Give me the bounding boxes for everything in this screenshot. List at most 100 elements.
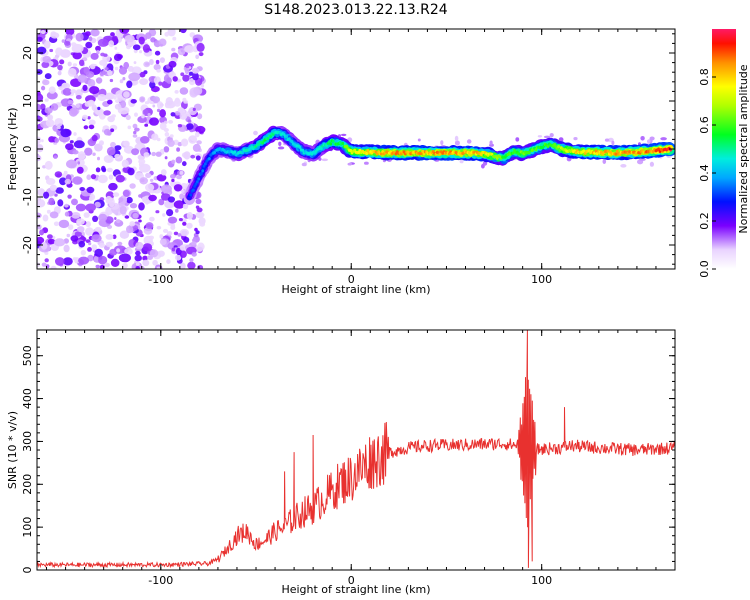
noise-blob xyxy=(179,246,185,251)
noise-blob xyxy=(49,48,54,53)
noise-blob xyxy=(79,187,85,191)
noise-blob xyxy=(177,48,186,56)
noise-blob xyxy=(82,84,88,92)
noise-blob xyxy=(100,52,105,57)
noise-blob xyxy=(171,247,176,252)
noise-blob xyxy=(179,170,184,175)
noise-blob xyxy=(57,64,63,71)
noise-blob xyxy=(50,103,59,111)
noise-blob xyxy=(126,196,133,204)
noise-blob xyxy=(178,218,183,222)
noise-blob xyxy=(83,125,89,130)
noise-blob xyxy=(159,238,167,246)
noise-blob xyxy=(63,244,70,253)
noise-blob xyxy=(67,61,72,67)
noise-blob xyxy=(167,139,175,147)
noise-blob xyxy=(139,96,146,103)
faint-blob xyxy=(253,130,258,136)
ridge-mark xyxy=(208,157,211,161)
ridge-mark xyxy=(204,162,207,166)
noise-blob xyxy=(149,117,159,126)
noise-blob xyxy=(72,51,82,60)
noise-blob xyxy=(48,197,55,206)
noise-blob xyxy=(145,32,152,39)
noise-blob xyxy=(139,177,148,185)
noise-blob xyxy=(110,128,115,133)
noise-blob xyxy=(183,151,191,160)
noise-blob xyxy=(67,100,74,105)
noise-blob xyxy=(130,99,137,104)
noise-blob xyxy=(85,221,91,228)
noise-blob xyxy=(126,225,134,234)
noise-blob xyxy=(186,123,194,130)
ridge-mark xyxy=(511,151,515,155)
noise-blob xyxy=(189,258,194,263)
noise-blob xyxy=(167,29,176,37)
noise-blob xyxy=(64,178,72,185)
noise-blob xyxy=(123,140,130,147)
faint-blob xyxy=(347,162,353,166)
noise-blob xyxy=(74,231,82,237)
noise-blob xyxy=(110,258,120,267)
x-tick-label: 100 xyxy=(531,574,552,587)
noise-blob xyxy=(113,53,122,62)
noise-blob xyxy=(112,192,120,197)
noise-blob xyxy=(119,205,127,215)
ridge-mark xyxy=(319,147,323,151)
noise-blob xyxy=(88,196,93,201)
noise-blob xyxy=(180,72,185,77)
noise-blob xyxy=(150,178,154,182)
noise-blob xyxy=(196,140,202,145)
noise-blob xyxy=(126,44,131,50)
noise-blob xyxy=(143,152,150,158)
faint-blob xyxy=(640,136,645,141)
noise-blob xyxy=(85,71,95,78)
ridge-mark xyxy=(615,149,619,154)
y-tick-label: 300 xyxy=(21,431,34,452)
noise-blob xyxy=(88,124,95,130)
noise-blob xyxy=(176,147,181,152)
noise-blob xyxy=(94,248,103,257)
noise-blob xyxy=(66,159,77,169)
noise-blob xyxy=(195,211,205,219)
noise-blob xyxy=(47,238,56,245)
noise-blob xyxy=(182,221,187,226)
noise-blob xyxy=(71,198,78,206)
colorbar-tick-label: 0.0 xyxy=(698,260,711,278)
noise-blob xyxy=(76,218,85,226)
noise-blob xyxy=(159,57,165,63)
noise-blob xyxy=(77,74,88,83)
noise-blob xyxy=(85,203,96,212)
noise-blob xyxy=(94,226,102,232)
noise-blob xyxy=(197,113,203,120)
colorbar-tick-label: 0.6 xyxy=(698,116,711,134)
noise-blob xyxy=(43,191,50,199)
noise-blob xyxy=(118,197,124,203)
noise-blob xyxy=(54,118,64,127)
noise-blob xyxy=(72,150,79,155)
noise-blob xyxy=(37,136,42,144)
y-tick-label: 200 xyxy=(21,474,34,495)
faint-blob xyxy=(301,162,307,167)
noise-blob xyxy=(192,143,201,152)
noise-blob xyxy=(144,101,150,105)
noise-blob xyxy=(139,50,143,54)
noise-blob xyxy=(187,119,192,123)
noise-blob xyxy=(118,66,128,75)
noise-blob xyxy=(147,113,151,117)
noise-blob xyxy=(138,202,145,211)
noise-blob xyxy=(127,125,132,130)
noise-blob xyxy=(160,169,167,176)
noise-blob xyxy=(138,194,143,198)
noise-blob xyxy=(137,116,147,123)
noise-blob xyxy=(142,243,153,252)
noise-blob xyxy=(54,137,59,143)
noise-blob xyxy=(73,140,85,149)
noise-blob xyxy=(103,110,111,116)
noise-blob xyxy=(156,225,162,230)
noise-blob xyxy=(121,263,128,269)
noise-blob xyxy=(162,213,166,217)
noise-blob xyxy=(165,97,173,106)
noise-blob xyxy=(75,95,82,100)
noise-blob xyxy=(92,215,99,222)
